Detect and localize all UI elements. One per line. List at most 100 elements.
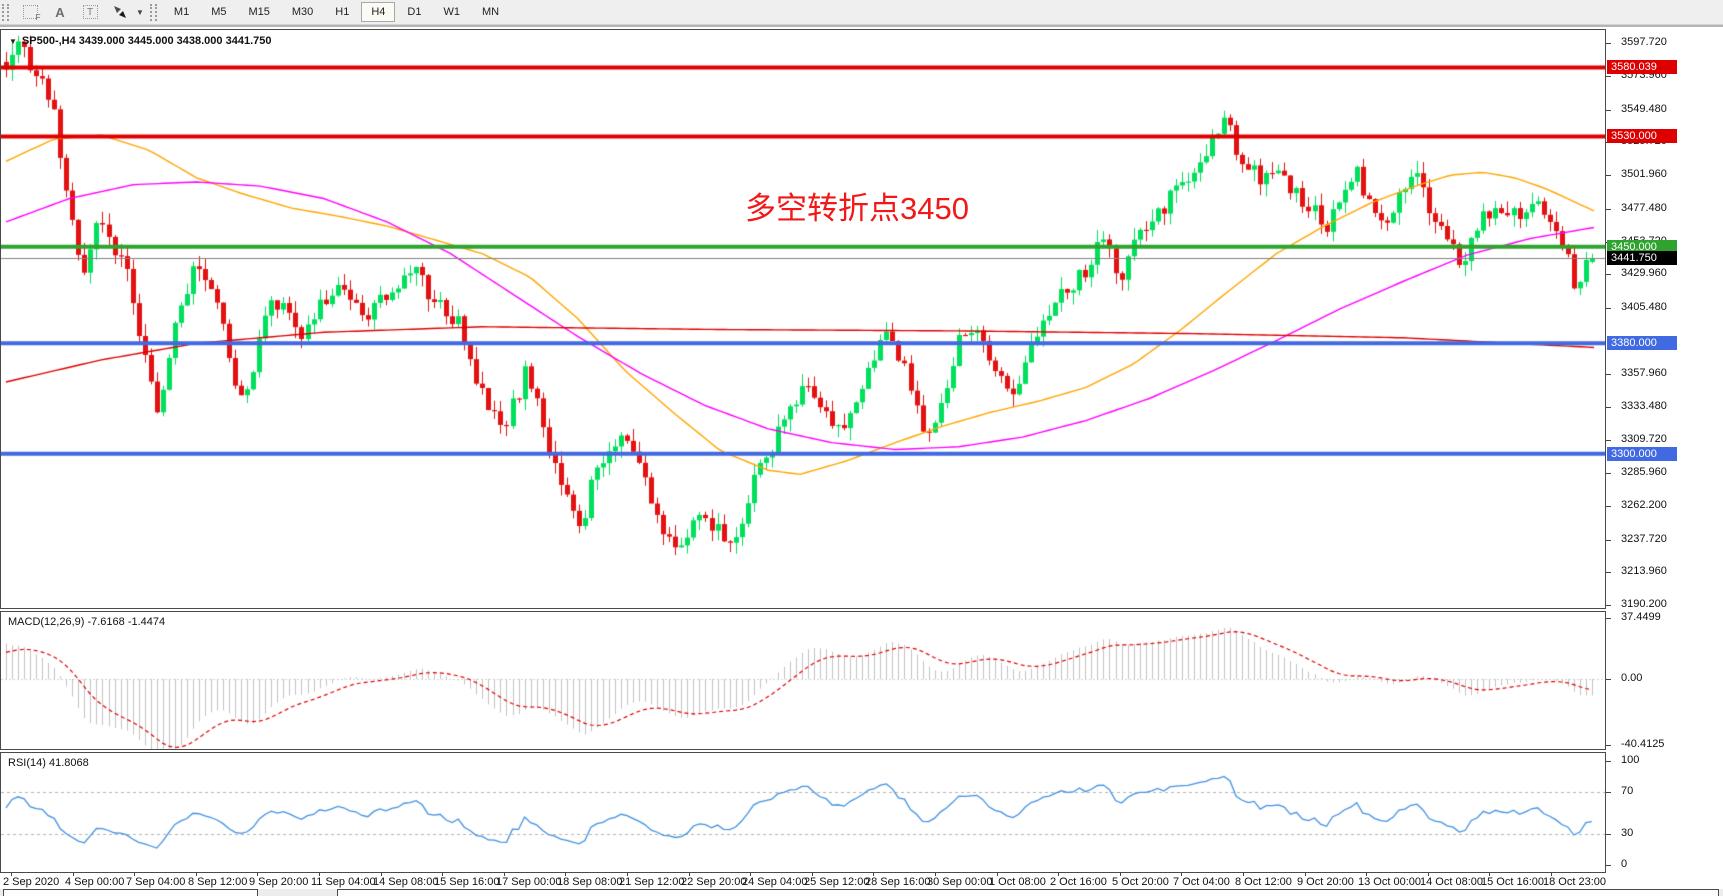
time-tick-mark [257, 873, 258, 876]
time-tick-mark [1366, 873, 1367, 876]
macd-canvas[interactable] [1, 612, 1605, 749]
chart-title-expand-icon[interactable]: ▼ [9, 36, 17, 46]
rsi-tick-100-tick [1606, 761, 1611, 762]
timeframe-button-H4[interactable]: H4 [361, 2, 396, 22]
time-label-8-Sep-12-00: 8 Sep 12:00 [188, 876, 248, 888]
macd-tick--40.4125: -40.4125 [1621, 738, 1665, 750]
current-price-box: 3441.750 [1607, 251, 1677, 265]
rsi-tick-0-tick [1606, 865, 1611, 866]
time-label-4-Sep-00-00: 4 Sep 00:00 [65, 876, 125, 888]
price-tick-3333.480: 3333.480 [1621, 400, 1667, 412]
toolbar: F A T ▼ M1 M5 M15 M30 H1 H4 D1 W1 MN [0, 0, 1723, 25]
time-label-11-Sep-04-00: 11 Sep 04:00 [311, 876, 376, 888]
time-label-18-Sep-08-00: 18 Sep 08:00 [557, 876, 623, 888]
macd-tick-37.4499-tick [1606, 618, 1611, 619]
price-tick-3429.960: 3429.960 [1621, 267, 1667, 279]
time-label-2-Oct-16-00: 2 Oct 16:00 [1050, 876, 1107, 888]
price-level-box-3300.000: 3300.000 [1607, 447, 1677, 461]
time-tick-mark [1181, 873, 1182, 876]
time-tick-mark [11, 873, 12, 876]
price-tick-3285.960: 3285.960 [1621, 466, 1667, 478]
time-label-7-Oct-04-00: 7 Oct 04:00 [1173, 876, 1230, 888]
price-axis[interactable]: 3597.7203573.9603549.4803525.7203501.960… [1606, 29, 1723, 874]
time-label-8-Oct-12-00: 8 Oct 12:00 [1235, 876, 1292, 888]
time-tick-mark [873, 873, 874, 876]
time-label-18-Oct-23-00: 18 Oct 23:00 [1543, 876, 1606, 888]
price-tick-3357.960: 3357.960 [1621, 367, 1667, 379]
time-tick-mark [627, 873, 628, 876]
timeframe-button-D1[interactable]: D1 [397, 2, 431, 22]
price-tick-3549.480: 3549.480 [1621, 103, 1667, 115]
time-label-15-Oct-16-00: 15 Oct 16:00 [1481, 876, 1544, 888]
arrows-tool-icon[interactable] [108, 3, 132, 22]
price-tick-3262.200-tick [1606, 506, 1611, 507]
time-label-9-Oct-20-00: 9 Oct 20:00 [1297, 876, 1354, 888]
price-tick-3477.480: 3477.480 [1621, 202, 1667, 214]
time-label-9-Sep-20-00: 9 Sep 20:00 [249, 876, 309, 888]
time-label-24-Sep-04-00: 24 Sep 04:00 [742, 876, 808, 888]
timeframe-button-M1[interactable]: M1 [164, 2, 199, 22]
indicator-grid-icon[interactable]: F [18, 3, 42, 22]
time-label-5-Oct-20-00: 5 Oct 20:00 [1112, 876, 1169, 888]
price-tick-3357.960-tick [1606, 374, 1611, 375]
time-label-14-Sep-08-00: 14 Sep 08:00 [373, 876, 439, 888]
time-tick-mark [935, 873, 936, 876]
annotation-text: 多空转折点3450 [745, 191, 969, 226]
scrollbar-segment-left[interactable] [3, 889, 258, 896]
chart-title-text: SP500-,H4 3439.000 3445.000 3438.000 344… [21, 35, 272, 47]
timeframe-button-W1[interactable]: W1 [433, 2, 470, 22]
arrows-dropdown-caret[interactable]: ▼ [136, 7, 144, 17]
rsi-tick-70-tick [1606, 792, 1611, 793]
time-label-2-Sep-2020: 2 Sep 2020 [3, 876, 60, 888]
price-tick-3333.480-tick [1606, 407, 1611, 408]
time-tick-mark [504, 873, 505, 876]
toolbar-grip[interactable] [2, 3, 9, 21]
time-tick-mark [565, 873, 566, 876]
rsi-tick-30-tick [1606, 834, 1611, 835]
time-label-13-Oct-00-00: 13 Oct 00:00 [1358, 876, 1421, 888]
timeframe-button-M15[interactable]: M15 [238, 2, 279, 22]
time-tick-mark [1058, 873, 1059, 876]
price-chart-canvas[interactable] [1, 30, 1605, 608]
price-tick-3477.480-tick [1606, 209, 1611, 210]
price-tick-3285.960-tick [1606, 473, 1611, 474]
price-tick-3213.960-tick [1606, 572, 1611, 573]
price-tick-3597.720-tick [1606, 43, 1611, 44]
text-label-icon[interactable]: T [78, 3, 102, 22]
time-tick-mark [1428, 873, 1429, 876]
timeframe-button-MN[interactable]: MN [472, 2, 509, 22]
price-level-box-3450.000: 3450.000 [1607, 240, 1677, 254]
price-tick-3237.720: 3237.720 [1621, 533, 1667, 545]
time-tick-mark [73, 873, 74, 876]
price-tick-3549.480-tick [1606, 110, 1611, 111]
price-tick-3262.200: 3262.200 [1621, 499, 1667, 511]
timeframe-button-M30[interactable]: M30 [282, 2, 323, 22]
text-annotation-icon[interactable]: A [55, 4, 65, 20]
price-tick-3501.960-tick [1606, 175, 1611, 176]
time-label-21-Sep-12-00: 21 Sep 12:00 [619, 876, 685, 888]
macd-pane[interactable]: MACD(12,26,9) -7.6168 -1.4474 [0, 611, 1606, 750]
chart-area: ▼ SP500-,H4 3439.000 3445.000 3438.000 3… [0, 25, 1723, 896]
scrollbar-segment-right[interactable] [337, 889, 1719, 896]
rsi-pane[interactable]: RSI(14) 41.8068 [0, 752, 1606, 873]
rsi-canvas[interactable] [1, 753, 1605, 872]
timeframe-button-M5[interactable]: M5 [201, 2, 236, 22]
timeframe-toolbar-grip[interactable] [149, 3, 157, 21]
time-axis[interactable]: 2 Sep 2020 4 Sep 00:00 7 Sep 04:00 8 Sep 12… [0, 873, 1606, 889]
time-label-15-Sep-16-00: 15 Sep 16:00 [434, 876, 500, 888]
time-tick-mark [442, 873, 443, 876]
time-tick-mark [1120, 873, 1121, 876]
price-tick-3213.960: 3213.960 [1621, 565, 1667, 577]
rsi-tick-30: 30 [1621, 827, 1634, 839]
timeframe-button-H1[interactable]: H1 [325, 2, 359, 22]
main-price-pane[interactable]: ▼ SP500-,H4 3439.000 3445.000 3438.000 3… [0, 29, 1606, 609]
macd-tick-37.4499: 37.4499 [1621, 611, 1661, 623]
macd-tick-0.00: 0.00 [1621, 672, 1643, 684]
time-label-28-Sep-16-00: 28 Sep 16:00 [865, 876, 931, 888]
time-label-17-Sep-00-00: 17 Sep 00:00 [496, 876, 562, 888]
chart-title: ▼ SP500-,H4 3439.000 3445.000 3438.000 3… [9, 35, 271, 47]
price-tick-3429.960-tick [1606, 274, 1611, 275]
rsi-label: RSI(14) 41.8068 [8, 757, 89, 769]
time-label-25-Sep-12-00: 25 Sep 12:00 [804, 876, 870, 888]
